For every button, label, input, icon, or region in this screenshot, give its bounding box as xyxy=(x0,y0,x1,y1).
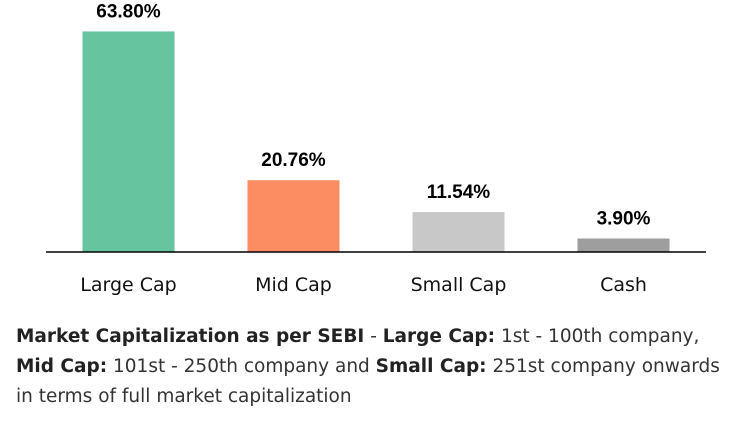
footnote-separator: - xyxy=(364,326,383,347)
category-label-large-cap: Large Cap xyxy=(80,274,176,296)
category-label-cash: Cash xyxy=(600,274,647,296)
bar-cash xyxy=(577,238,670,252)
category-label-small-cap: Small Cap xyxy=(411,274,507,296)
footnote-mid-cap-term: Mid Cap: xyxy=(16,356,108,377)
bar-chart: 63.80% Large Cap 20.76% Mid Cap 11.54% Small … xyxy=(46,1,706,296)
bar-large-cap xyxy=(82,31,175,253)
footnote-heading: Market Capitalization as per SEBI xyxy=(16,326,365,347)
value-label-small-cap: 11.54% xyxy=(427,182,490,203)
footnote-small-cap-def: 251st company onwards in terms of full m… xyxy=(16,356,720,407)
bar-mid-cap xyxy=(247,180,340,252)
footnote-small-cap-term: Small Cap: xyxy=(375,356,487,377)
value-label-large-cap: 63.80% xyxy=(96,1,161,22)
footnote-mid-cap-def: 101st - 250th company and xyxy=(107,356,376,377)
footnote-large-cap-term: Large Cap: xyxy=(382,326,496,347)
value-label-mid-cap: 20.76% xyxy=(261,150,326,171)
footnote: Market Capitalization as per SEBI - Larg… xyxy=(16,322,721,412)
bar-small-cap xyxy=(412,212,505,252)
footnote-large-cap-def: 1st - 100th company, xyxy=(495,326,700,347)
category-label-mid-cap: Mid Cap xyxy=(255,274,332,296)
value-label-cash: 3.90% xyxy=(597,209,651,230)
